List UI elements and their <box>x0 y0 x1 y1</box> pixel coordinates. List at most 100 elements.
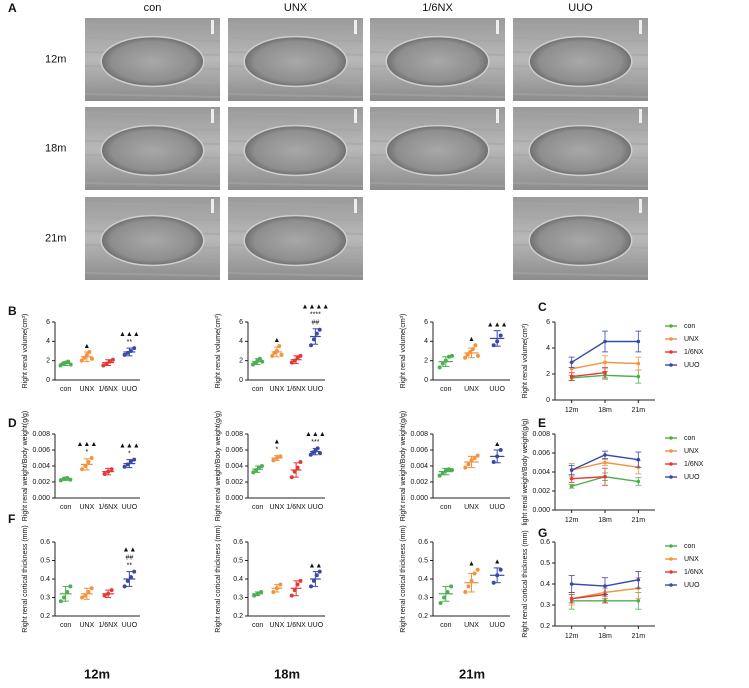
x-tick-label: 12m <box>565 633 579 640</box>
scale-marker <box>639 199 642 213</box>
legend-label: 1/6NX <box>684 569 704 576</box>
panel-letter: C <box>538 300 547 314</box>
x-tick-label: UNX <box>269 504 284 511</box>
data-point <box>89 456 94 460</box>
tissue-streak <box>84 272 221 277</box>
tissue-streak <box>512 23 649 28</box>
data-point <box>603 460 607 465</box>
tissue-streak <box>369 112 506 117</box>
y-axis-label: Right renal weight/Body weight(g/g) <box>22 411 29 522</box>
data-point <box>603 584 607 588</box>
y-tick-label: 0.006 <box>410 447 428 454</box>
y-tick-label: 0.4 <box>540 581 550 588</box>
data-point <box>473 343 478 348</box>
y-tick-label: 0.008 <box>225 431 243 438</box>
data-point <box>498 333 503 338</box>
x-tick-label: UNX <box>79 622 94 629</box>
tissue-streak <box>84 182 221 187</box>
y-tick-label: 6 <box>239 319 243 326</box>
scale-marker <box>211 109 214 123</box>
y-axis-label: Right renal cortical thickness (mm) <box>522 530 529 637</box>
y-tick-label: 0.004 <box>532 469 550 476</box>
significance-mark: *** <box>311 439 319 446</box>
data-point <box>309 584 314 589</box>
y-tick-label: 0.006 <box>225 447 243 454</box>
y-tick-label: 0.3 <box>418 594 428 601</box>
significance-mark: * <box>86 449 89 456</box>
y-axis-label: Right renal volume(cm³) <box>215 314 222 389</box>
data-point <box>289 360 294 365</box>
legend-marker <box>669 475 673 479</box>
data-point <box>442 595 447 600</box>
data-point <box>102 472 107 476</box>
data-point <box>603 474 607 479</box>
legend-label: 1/6NX <box>684 349 704 356</box>
data-point <box>128 575 133 580</box>
tissue-streak <box>512 202 649 207</box>
tissue-streak <box>369 23 506 28</box>
y-tick-label: 0.000 <box>532 507 550 514</box>
data-point <box>475 453 480 458</box>
series-line <box>571 593 606 600</box>
data-point <box>463 589 468 594</box>
data-point <box>466 584 471 589</box>
tissue-streak <box>84 23 221 28</box>
x-tick-label: 21m <box>632 407 646 414</box>
data-point <box>603 370 607 375</box>
data-point <box>498 567 503 572</box>
significance-mark: ▲▲ <box>122 546 136 553</box>
x-tick-label: 1/6NX <box>98 504 118 511</box>
x-tick-label: UUO <box>122 386 138 393</box>
data-point <box>132 346 137 351</box>
scale-marker <box>354 109 357 123</box>
y-tick-label: 0.008 <box>410 431 428 438</box>
x-tick-label: UUO <box>308 504 324 511</box>
x-tick-label: con <box>60 622 71 629</box>
x-tick-label: UNX <box>79 386 94 393</box>
data-point <box>603 453 607 457</box>
x-tick-label: UNX <box>464 622 479 629</box>
y-tick-label: 0.5 <box>540 560 550 567</box>
kidney <box>243 35 348 88</box>
data-point <box>270 353 275 358</box>
data-point <box>298 578 303 583</box>
y-tick-label: 0 <box>424 377 428 384</box>
data-point <box>466 462 471 467</box>
y-axis-label: Right renal volume(cm³) <box>400 314 407 389</box>
data-point <box>83 593 88 598</box>
tissue-streak <box>227 272 364 277</box>
y-axis-label: Right renal weight/Body weight(g/g) <box>400 411 407 522</box>
y-tick-label: 0 <box>546 397 550 404</box>
x-tick-label: UNX <box>79 504 94 511</box>
y-tick-label: 0.000 <box>410 495 428 502</box>
data-point <box>440 361 445 366</box>
scale-marker <box>211 199 214 213</box>
data-point <box>445 589 450 594</box>
legend-marker <box>669 570 673 574</box>
kidney <box>528 214 633 267</box>
y-tick-label: 2 <box>546 371 550 378</box>
significance-mark: ▲▲▲ <box>487 322 508 329</box>
data-point <box>449 584 454 589</box>
x-tick-label: 18m <box>598 517 612 524</box>
significance-mark: ▲▲▲ <box>119 331 140 338</box>
y-axis-label: light renal weight/Body weight(g/g) <box>522 418 529 525</box>
y-tick-label: 0.2 <box>233 613 243 620</box>
data-point <box>569 596 574 601</box>
y-tick-label: 2 <box>424 358 428 365</box>
data-point <box>449 353 454 358</box>
y-tick-label: 4 <box>424 338 428 345</box>
data-point <box>58 599 63 604</box>
y-axis-label: Right renal cortical thickness (mm) <box>22 525 29 632</box>
y-tick-label: 0.6 <box>40 539 50 546</box>
data-point <box>259 589 264 594</box>
x-tick-label: UNX <box>269 622 284 629</box>
y-tick-label: 6 <box>424 319 428 326</box>
legend-marker <box>669 462 673 466</box>
data-point <box>475 567 480 572</box>
y-tick-label: 0.6 <box>233 539 243 546</box>
data-point <box>465 352 470 357</box>
data-point <box>79 358 84 363</box>
data-point <box>128 459 133 464</box>
y-tick-label: 0.002 <box>410 479 428 486</box>
